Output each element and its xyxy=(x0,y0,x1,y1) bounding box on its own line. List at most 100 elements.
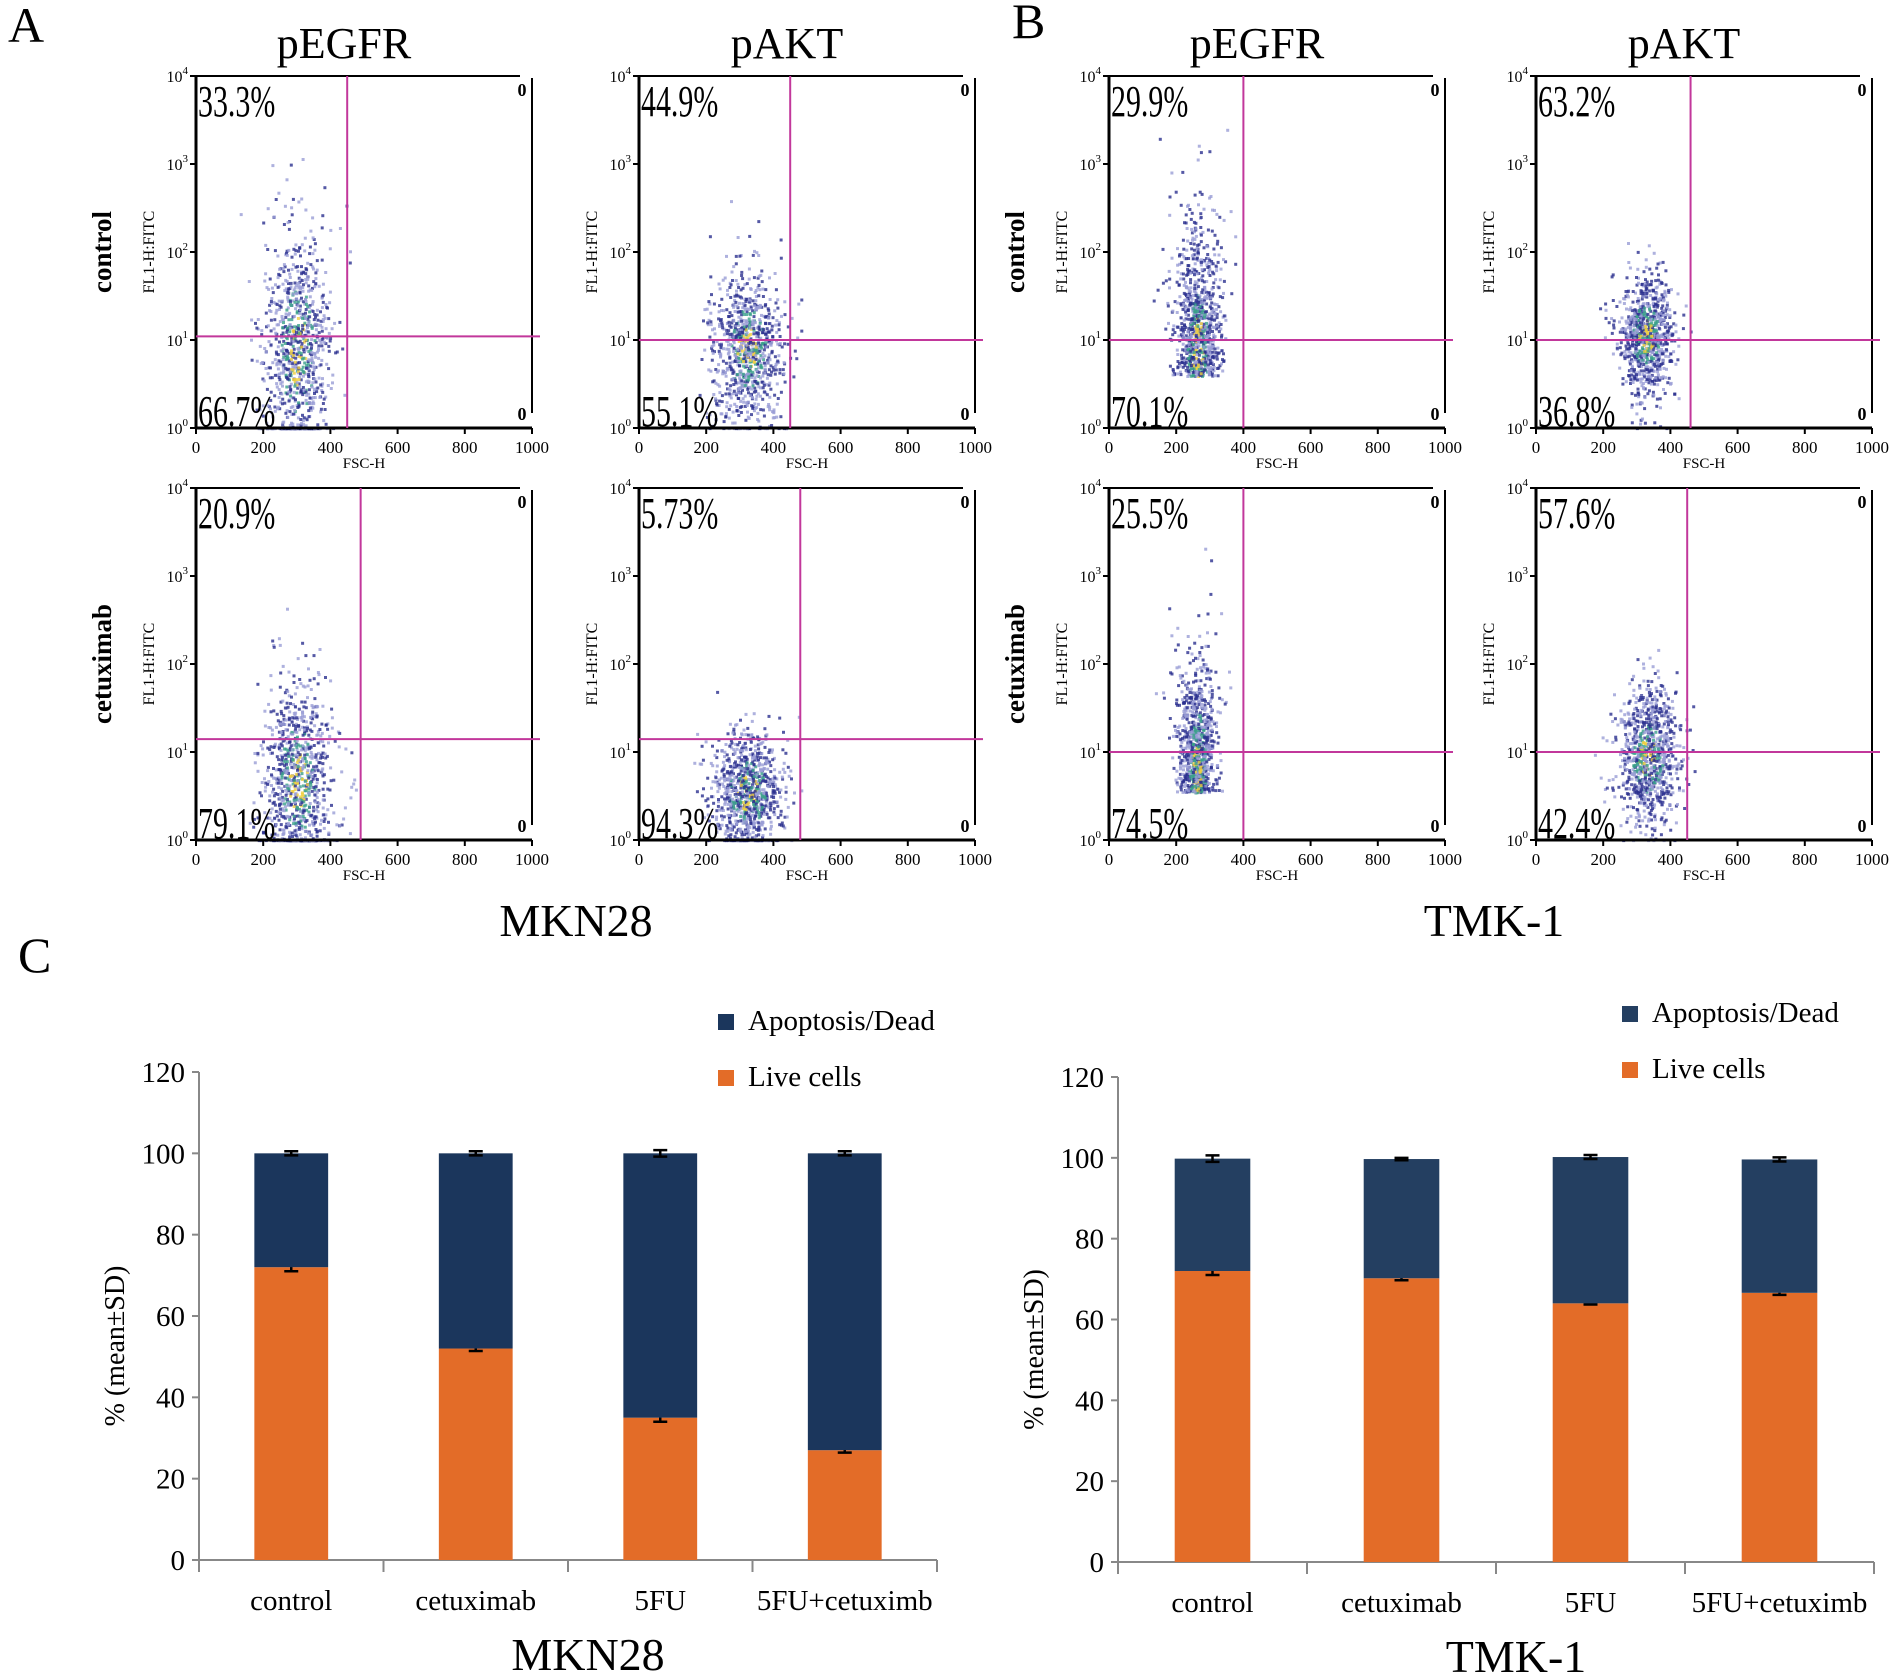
scatter-point xyxy=(277,781,280,785)
scatter-point xyxy=(1603,336,1607,340)
scatter-point xyxy=(272,327,276,331)
scatter-point xyxy=(1619,353,1623,357)
scatter-point xyxy=(1221,369,1225,373)
scatter-point xyxy=(714,397,717,401)
scatter-point xyxy=(283,723,287,726)
scatter-point xyxy=(775,330,779,334)
scatter-point xyxy=(1668,333,1671,337)
scatter-point xyxy=(748,394,752,398)
scatter-point xyxy=(743,380,747,384)
scatter-point xyxy=(729,366,733,370)
x-axis-label: FSC-H xyxy=(1683,456,1726,472)
scatter-point xyxy=(1624,334,1628,338)
scatter-point xyxy=(1211,354,1215,358)
scatter-point xyxy=(1183,323,1186,327)
scatter-point xyxy=(700,794,704,798)
scatter-point xyxy=(754,380,758,383)
scatter-point xyxy=(740,270,744,274)
scatter-point xyxy=(772,794,775,797)
y-tick-label: 103 xyxy=(1507,153,1529,174)
scatter-point xyxy=(279,709,283,713)
scatter-point xyxy=(1208,327,1212,331)
scatter-point xyxy=(277,396,281,399)
scatter-point xyxy=(290,318,294,322)
scatter-point xyxy=(1200,260,1203,264)
scatter-point xyxy=(1648,306,1651,310)
scatter-point xyxy=(276,776,280,780)
scatter-point xyxy=(293,739,297,743)
scatter-point xyxy=(1205,325,1209,329)
scatter-point xyxy=(301,684,305,688)
y-tick-exponent: 3 xyxy=(183,565,189,577)
scatter-point xyxy=(751,253,755,257)
scatter-point xyxy=(751,384,755,388)
scatter-point xyxy=(292,822,296,826)
scatter-point xyxy=(1175,311,1179,314)
scatter-point xyxy=(324,813,328,817)
scatter-point xyxy=(1186,294,1190,297)
scatter-point xyxy=(263,777,266,781)
scatter-point xyxy=(285,771,289,775)
scatter-point xyxy=(1195,272,1199,276)
scatter-points xyxy=(1599,242,1693,431)
scatter-point xyxy=(1215,327,1219,331)
scatter-point xyxy=(1220,335,1223,339)
scatter-point xyxy=(299,378,303,382)
scatter-point xyxy=(287,248,291,252)
scatter-point xyxy=(1622,302,1626,305)
scatter-point xyxy=(1226,128,1230,132)
scatter-point xyxy=(748,818,752,822)
scatter-point xyxy=(1626,347,1630,351)
scatter-point xyxy=(1624,290,1628,293)
scatter-point xyxy=(303,726,307,730)
scatter-point xyxy=(309,688,313,691)
scatter-point xyxy=(286,705,290,709)
y-tick-base: 10 xyxy=(167,245,183,262)
scatter-point xyxy=(1184,221,1188,225)
scatter-point xyxy=(762,381,766,385)
y-tick-exponent: 1 xyxy=(183,329,189,341)
scatter-point xyxy=(321,320,325,323)
scatter-point xyxy=(1640,365,1644,369)
scatter-point xyxy=(313,724,317,728)
scatter-point xyxy=(317,673,321,677)
scatter-point xyxy=(1190,270,1194,274)
scatter-point xyxy=(293,281,297,285)
scatter-point xyxy=(757,385,761,389)
scatter-point xyxy=(294,782,298,786)
scatter-point xyxy=(1652,393,1656,397)
scatter-point xyxy=(277,785,281,789)
scatter-point xyxy=(726,387,729,391)
scatter-point xyxy=(1642,363,1646,366)
scatter-point xyxy=(743,404,747,408)
scatter-point xyxy=(1209,321,1213,325)
scatter-point xyxy=(733,298,737,302)
scatter-point xyxy=(269,688,273,692)
marker-title: pAKT xyxy=(731,19,844,68)
scatter-point xyxy=(1637,364,1641,368)
scatter-point xyxy=(1201,359,1205,363)
scatter-point xyxy=(269,343,273,347)
scatter-point xyxy=(717,317,721,321)
scatter-point xyxy=(283,760,287,764)
scatter-point xyxy=(744,781,748,785)
scatter-point xyxy=(320,296,324,300)
scatter-point xyxy=(1652,330,1656,334)
scatter-point xyxy=(767,383,771,387)
scatter-point xyxy=(298,785,302,789)
scatter-point xyxy=(1161,247,1165,251)
scatter-point xyxy=(1669,325,1673,329)
scatter-point xyxy=(1203,368,1207,372)
scatter-point xyxy=(1194,303,1198,307)
x-axis-label: FSC-H xyxy=(343,456,386,472)
scatter-point xyxy=(280,744,284,748)
scatter-point xyxy=(287,318,291,322)
scatter-point xyxy=(696,732,700,736)
scatter-point xyxy=(715,340,719,344)
scatter-point xyxy=(311,286,314,290)
scatter-point xyxy=(1202,280,1206,284)
scatter-point xyxy=(322,813,326,817)
scatter-point xyxy=(1646,375,1650,379)
scatter-point xyxy=(276,405,280,409)
scatter-point xyxy=(287,227,291,231)
